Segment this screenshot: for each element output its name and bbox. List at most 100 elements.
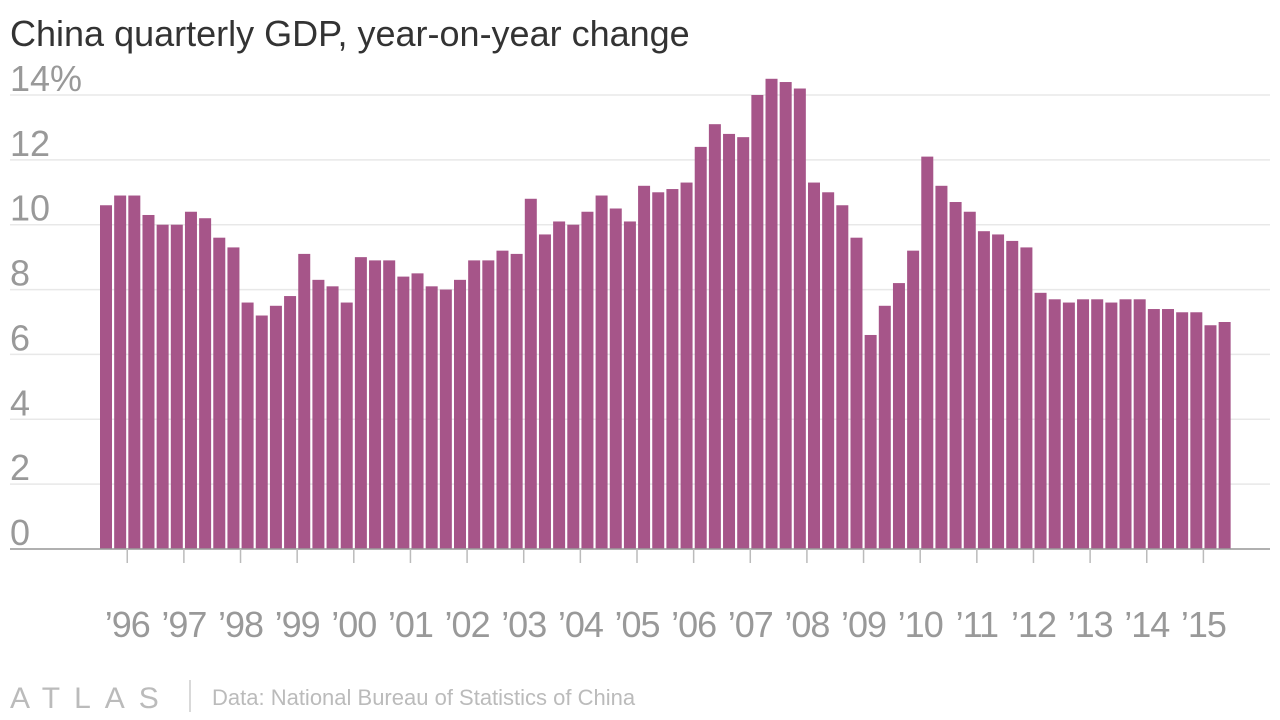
bar — [977, 231, 990, 549]
bar — [298, 253, 311, 550]
bar — [1147, 309, 1160, 549]
bar — [142, 214, 155, 549]
y-tick-label: 10 — [10, 188, 50, 229]
bar — [1204, 325, 1217, 549]
y-tick-label: 12 — [10, 123, 50, 164]
x-tick-label: ’13 — [1068, 604, 1113, 645]
bar — [1190, 312, 1203, 549]
bar — [751, 94, 764, 549]
bar — [595, 195, 608, 550]
bar — [454, 279, 466, 549]
x-tick-label: ’09 — [841, 604, 886, 645]
bar — [538, 234, 551, 549]
bar — [935, 185, 948, 550]
bar — [723, 133, 736, 550]
bar — [921, 156, 934, 549]
bar — [567, 224, 580, 549]
source: Data: National Bureau of Statistics of C… — [212, 685, 636, 710]
bar — [326, 286, 339, 549]
bar — [609, 208, 622, 549]
bar — [468, 260, 481, 549]
x-tick-label: ’03 — [501, 604, 546, 645]
bar — [383, 260, 396, 549]
bar — [1034, 292, 1047, 549]
y-tick-label: 4 — [10, 382, 30, 423]
bar — [241, 302, 254, 549]
bar — [114, 195, 127, 550]
bar — [1176, 312, 1189, 549]
bar — [878, 305, 891, 549]
bar — [793, 88, 806, 550]
bar — [156, 224, 169, 549]
bar — [581, 211, 594, 549]
bar — [779, 82, 792, 549]
bar — [128, 195, 141, 550]
bar — [1133, 299, 1146, 549]
bar — [1006, 240, 1019, 549]
x-tick-label: ’00 — [331, 604, 376, 645]
bar — [1048, 299, 1061, 549]
bar — [1077, 299, 1090, 549]
bar — [765, 78, 778, 549]
bar — [1105, 302, 1118, 549]
bar — [100, 205, 112, 549]
x-tick-label: ’08 — [784, 604, 829, 645]
x-tick-label: ’96 — [105, 604, 150, 645]
x-tick-label: ’12 — [1011, 604, 1056, 645]
x-tick-label: ’11 — [956, 604, 998, 645]
bar — [1218, 321, 1231, 549]
bar — [623, 221, 636, 549]
x-tick-label: ’01 — [388, 604, 433, 645]
bar — [808, 182, 820, 549]
bar — [836, 205, 849, 549]
bar — [992, 234, 1005, 549]
bar — [737, 137, 750, 549]
x-tick-label: ’15 — [1181, 604, 1226, 645]
bar — [354, 257, 367, 549]
bar — [1119, 299, 1132, 549]
bar — [227, 247, 240, 550]
bar — [892, 283, 905, 549]
bar — [340, 302, 353, 549]
bar — [1020, 247, 1033, 550]
bar — [482, 260, 495, 549]
bar — [907, 250, 920, 550]
bar — [439, 289, 452, 549]
y-tick-label: 6 — [10, 317, 30, 358]
bar — [255, 315, 268, 549]
bar — [708, 124, 721, 550]
bar — [284, 296, 297, 549]
bar — [638, 185, 651, 550]
bar — [496, 250, 509, 550]
bar — [425, 286, 438, 549]
bar — [553, 221, 566, 549]
bar — [184, 211, 197, 549]
x-tick-label: ’97 — [161, 604, 206, 645]
x-tick-label: ’04 — [558, 604, 603, 645]
bar — [170, 224, 183, 549]
bar — [652, 192, 665, 550]
y-tick-label: 0 — [10, 512, 30, 553]
bar — [822, 192, 835, 550]
bar — [199, 218, 212, 549]
bar — [510, 253, 523, 550]
bar — [850, 237, 863, 549]
bar — [411, 273, 424, 549]
y-tick-label: 8 — [10, 253, 30, 294]
bar — [369, 260, 382, 549]
x-tick-label: ’07 — [728, 604, 773, 645]
y-tick-label: 2 — [10, 447, 30, 488]
brand: ATLAS — [10, 682, 173, 715]
bar — [312, 279, 325, 549]
x-tick-label: ’14 — [1124, 604, 1169, 645]
x-tick-label: ’10 — [898, 604, 943, 645]
bar — [524, 198, 537, 550]
x-tick-label: ’99 — [275, 604, 320, 645]
bar — [694, 146, 707, 549]
bar — [949, 202, 962, 549]
bar — [397, 276, 410, 549]
bar — [963, 211, 976, 549]
bar — [213, 237, 226, 549]
bar — [864, 334, 877, 549]
